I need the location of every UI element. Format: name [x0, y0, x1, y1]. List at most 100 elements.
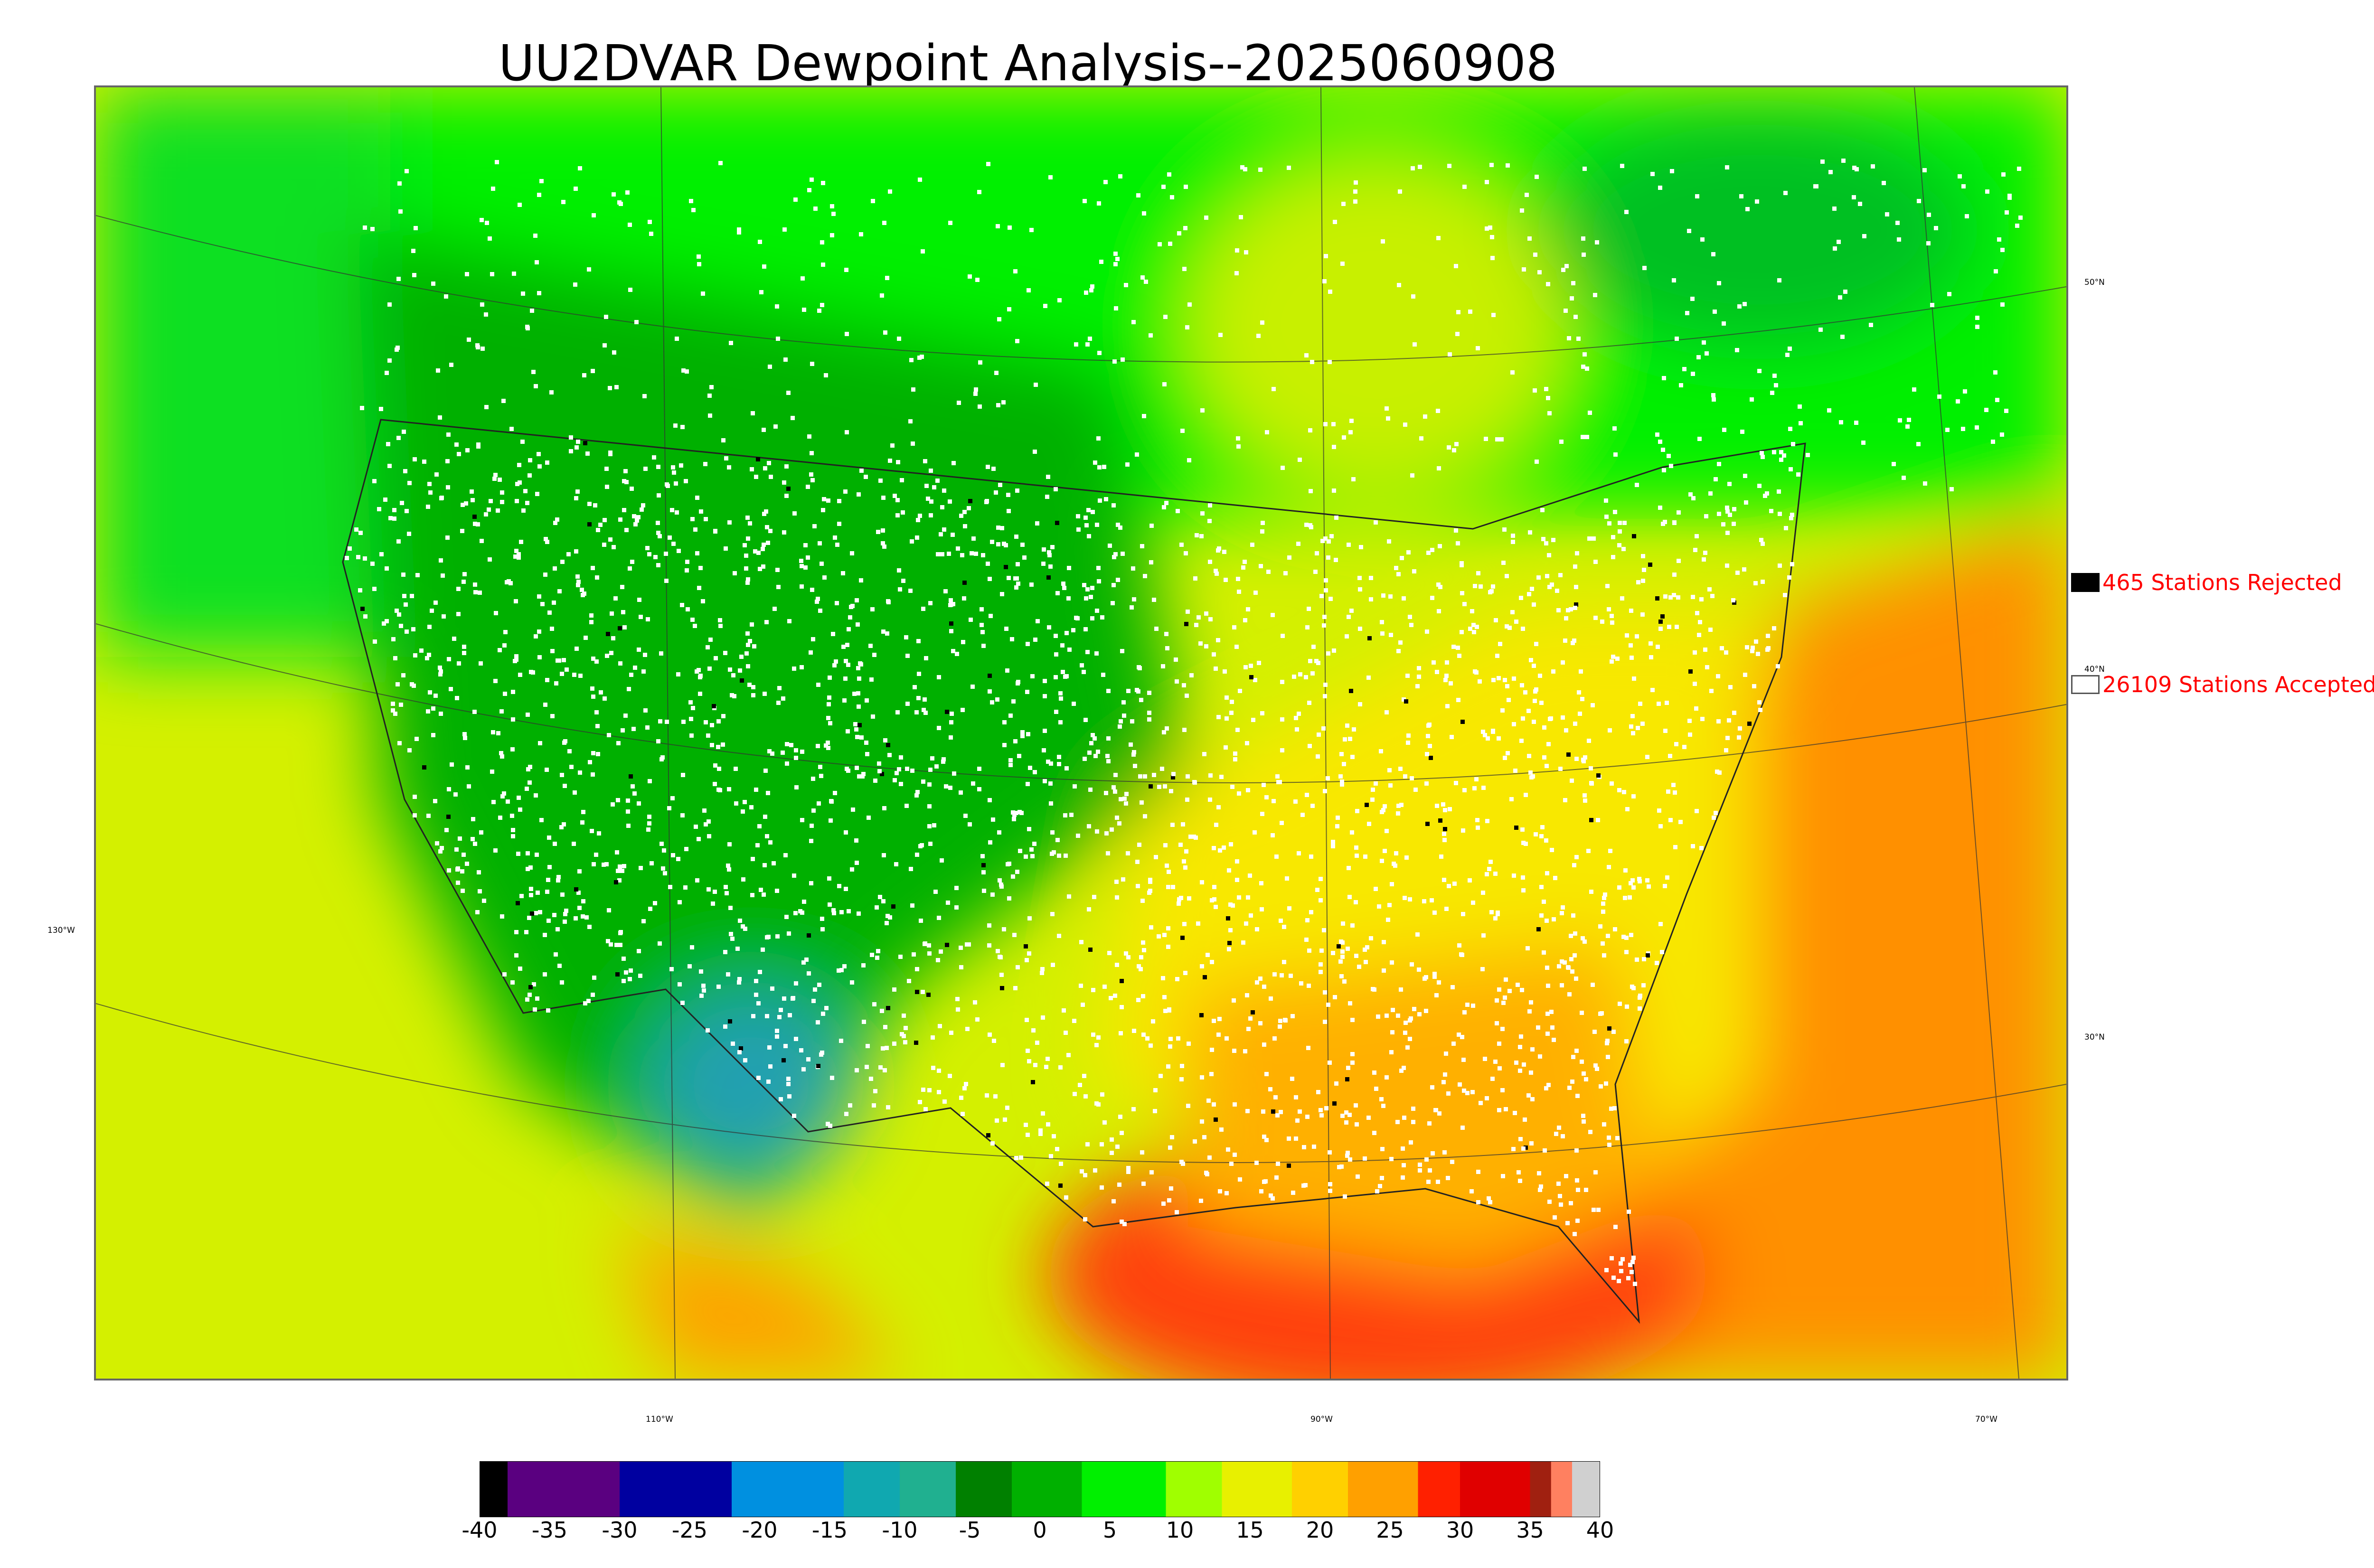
station-marker — [911, 387, 915, 392]
station-marker — [1503, 756, 1507, 760]
station-marker — [1619, 1261, 1623, 1266]
station-marker — [402, 594, 406, 598]
station-marker — [1136, 884, 1140, 888]
station-marker — [1735, 348, 1739, 352]
station-marker — [502, 643, 507, 648]
station-marker — [1713, 310, 1717, 314]
station-marker — [1085, 342, 1090, 347]
station-marker — [1246, 788, 1250, 792]
station-marker — [536, 891, 540, 895]
station-marker — [1315, 551, 1319, 555]
station-marker — [1163, 315, 1168, 319]
station-marker — [1530, 1097, 1535, 1101]
station-marker — [716, 985, 721, 989]
station-marker — [1300, 813, 1305, 817]
station-marker — [603, 343, 607, 347]
station-marker — [1584, 1077, 1588, 1081]
station-marker — [514, 654, 518, 658]
station-marker — [1755, 199, 1759, 204]
station-marker — [426, 709, 430, 714]
station-marker — [537, 594, 541, 599]
station-marker — [1505, 574, 1509, 578]
station-marker — [616, 798, 620, 802]
station-marker — [1703, 648, 1707, 652]
station-marker — [1657, 702, 1661, 706]
station-marker — [828, 1124, 832, 1128]
station-marker — [743, 927, 747, 931]
station-marker — [1259, 881, 1263, 885]
station-marker — [1402, 1163, 1406, 1167]
station-marker — [1033, 638, 1037, 642]
station-marker — [622, 864, 626, 868]
station-marker — [681, 773, 685, 777]
station-marker — [1546, 742, 1551, 746]
station-marker — [1635, 958, 1639, 962]
station-marker — [699, 969, 703, 974]
station-marker — [519, 894, 524, 898]
station-marker — [991, 817, 995, 822]
station-marker — [1251, 1010, 1255, 1014]
station-marker — [1216, 805, 1221, 809]
station-marker — [1118, 724, 1122, 729]
station-marker — [861, 963, 866, 967]
station-marker — [985, 499, 989, 503]
station-marker — [1271, 1109, 1275, 1114]
station-marker — [1046, 1057, 1050, 1061]
station-marker — [940, 858, 944, 863]
station-marker — [1067, 648, 1072, 652]
station-marker — [996, 526, 1000, 530]
station-marker — [1226, 1147, 1230, 1152]
station-marker — [493, 848, 498, 853]
station-marker — [1170, 1135, 1174, 1139]
station-marker — [1015, 339, 1019, 343]
station-marker — [1621, 935, 1626, 939]
station-marker — [779, 1097, 783, 1101]
station-marker — [704, 517, 708, 521]
station-marker — [844, 887, 848, 891]
station-marker — [781, 696, 785, 701]
station-marker — [1402, 1066, 1406, 1070]
station-marker — [1675, 337, 1679, 341]
station-marker — [1641, 554, 1645, 558]
station-marker — [606, 632, 610, 636]
station-marker — [731, 673, 735, 677]
station-marker — [1054, 710, 1058, 714]
station-marker — [1205, 1172, 1209, 1176]
station-marker — [1013, 986, 1017, 990]
station-marker — [1590, 781, 1594, 786]
station-marker — [1347, 866, 1351, 870]
station-marker — [1130, 719, 1134, 723]
station-marker — [1961, 184, 1966, 188]
station-marker — [1083, 1094, 1088, 1099]
station-marker — [1049, 761, 1053, 766]
station-marker — [756, 1076, 761, 1080]
station-marker — [1563, 638, 1567, 643]
station-marker — [988, 798, 992, 802]
station-marker — [749, 805, 754, 809]
station-marker — [473, 582, 477, 587]
station-marker — [1599, 1084, 1603, 1089]
station-marker — [360, 607, 365, 611]
station-marker — [563, 912, 567, 916]
station-marker — [1534, 642, 1538, 646]
station-marker — [1225, 1191, 1229, 1195]
colorbar-tick-label: 35 — [1516, 1517, 1544, 1543]
station-marker — [892, 1042, 896, 1046]
station-marker — [899, 782, 903, 786]
station-marker — [573, 790, 577, 795]
station-marker — [770, 986, 774, 991]
station-marker — [1020, 730, 1025, 734]
station-marker — [871, 199, 875, 203]
station-marker — [503, 630, 508, 634]
station-marker — [503, 692, 507, 696]
station-marker — [569, 765, 574, 769]
station-marker — [1783, 593, 1787, 597]
station-marker — [490, 770, 494, 774]
station-marker — [569, 435, 573, 440]
pacific-north — [96, 87, 390, 657]
station-marker — [754, 979, 758, 983]
station-marker — [709, 385, 714, 389]
station-marker — [1026, 1133, 1030, 1137]
station-marker — [1060, 643, 1065, 648]
station-marker — [1238, 1177, 1242, 1182]
